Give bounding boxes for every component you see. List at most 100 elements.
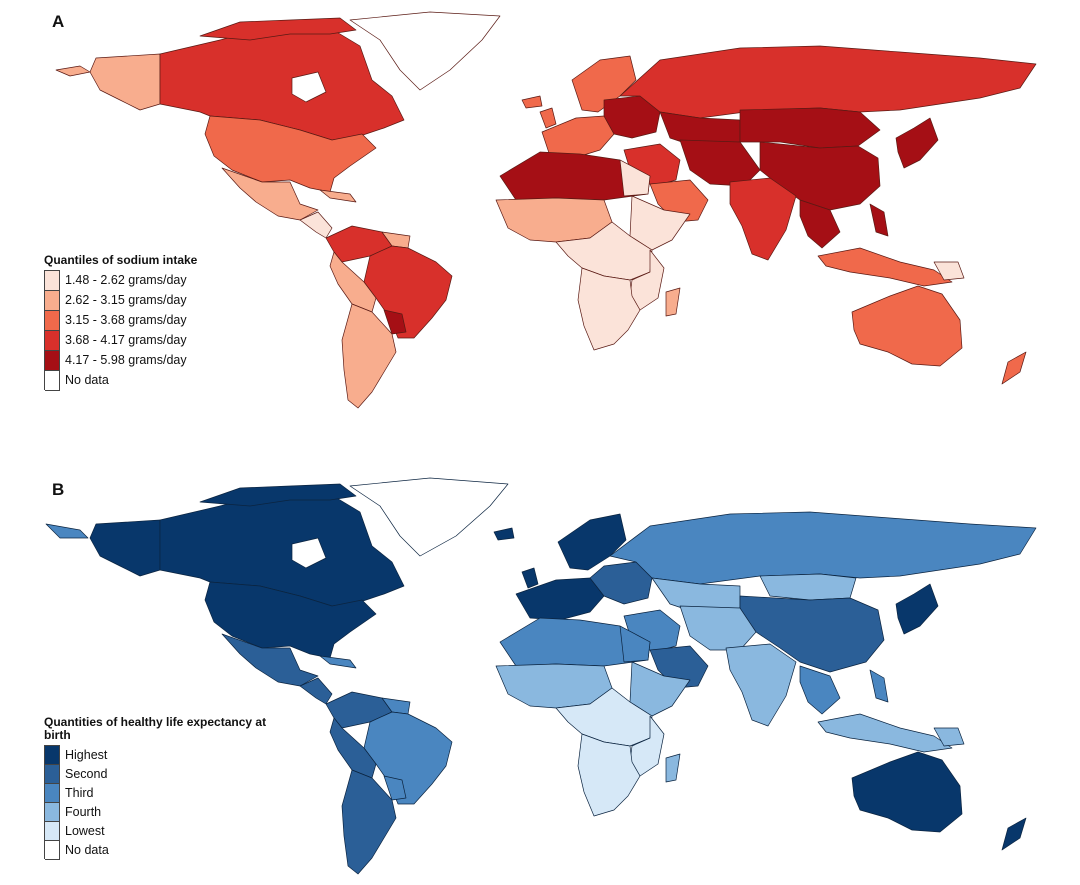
region-canadian-arctic [199,17,357,41]
region-southeast-asia [799,199,841,249]
region-new-zealand [1001,817,1027,851]
region-png [933,727,965,747]
life-expectancy-legend-title: Quantities of healthy life expectancy at… [44,715,267,742]
region-hudson-bay [291,537,327,569]
region-korea-japan [895,583,939,635]
region-greenland [349,11,501,91]
legend-swatch [45,349,60,371]
legend-row-q2: 2.62 - 3.15 grams/day [45,289,197,311]
life-expectancy-world-map [45,477,1037,875]
legend-label: 4.17 - 5.98 grams/day [65,353,187,367]
region-australia [851,751,963,833]
region-aleutians [55,65,91,77]
legend-label: 2.62 - 3.15 grams/day [65,293,187,307]
region-hudson-bay [291,71,327,103]
region-usa [204,581,377,659]
panel-b-life-expectancy-map: B Quantities of healthy life expectancy … [0,470,1080,885]
region-uk [539,107,557,129]
region-mongolia [759,573,857,601]
region-paraguay [383,775,407,801]
legend-label: No data [65,842,109,857]
region-iceland [521,95,543,109]
region-southeast-asia [799,665,841,715]
legend-swatch [45,289,60,311]
region-caribbean [319,655,357,669]
life-expectancy-legend-rows: Highest Second Third Fourth Lowest No da… [44,744,284,860]
legend-swatch [45,763,60,784]
legend-row-q5: 4.17 - 5.98 grams/day [45,349,197,371]
region-southern-cone [341,769,397,875]
region-southern-africa [577,267,641,351]
legend-label: Second [65,766,108,781]
panel-b-label: B [52,480,65,499]
region-western-europe [515,577,605,621]
region-egypt [619,625,651,663]
legend-swatch [45,269,60,291]
region-australia [851,285,963,367]
region-philippines [869,669,889,703]
legend-swatch [45,744,60,765]
legend-swatch [45,309,60,331]
legend-swatch [45,820,60,841]
region-usa [204,115,377,193]
region-korea-japan [895,117,939,169]
region-iceland [493,527,515,541]
panel-a-label: A [52,12,65,31]
legend-label: Third [65,785,94,800]
region-canada [159,27,405,141]
region-central-america [299,211,333,239]
legend-row-fourth: Fourth [45,801,284,822]
legend-row-highest: Highest [45,744,284,765]
region-central-america [299,677,333,705]
region-canadian-arctic [199,483,357,507]
region-aleutians [45,523,89,539]
region-alaska [89,53,161,111]
region-greenland [349,477,509,557]
legend-swatch [45,369,60,391]
region-india [729,177,797,261]
region-southern-africa [577,733,641,817]
legend-row-nodata: No data [45,369,197,391]
sodium-legend: Quantiles of sodium intake 1.48 - 2.62 g… [44,253,198,391]
region-scandinavia [571,55,637,113]
region-scandinavia [557,513,627,571]
region-philippines [869,203,889,237]
region-arabia [649,179,709,223]
region-india [725,643,797,727]
region-mexico [221,633,319,687]
legend-label: Highest [65,747,108,762]
legend-row-nodata: No data [45,839,284,860]
region-uk [521,567,539,589]
legend-label: Fourth [65,804,102,819]
legend-label: 3.15 - 3.68 grams/day [65,313,187,327]
region-alaska [89,519,161,577]
legend-label: 1.48 - 2.62 grams/day [65,273,187,287]
region-paraguay [383,309,407,335]
sodium-legend-title: Quantiles of sodium intake [44,253,198,267]
legend-row-second: Second [45,763,284,784]
region-central-asia [679,139,761,187]
region-new-zealand [1001,351,1027,385]
region-canada [159,493,405,607]
legend-label: No data [65,373,109,387]
region-arabia [649,645,709,689]
legend-row-lowest: Lowest [45,820,284,841]
legend-row-q3: 3.15 - 3.68 grams/day [45,309,197,331]
sodium-legend-rows: 1.48 - 2.62 grams/day 2.62 - 3.15 grams/… [44,269,197,391]
region-southern-cone [341,303,397,409]
region-madagascar [665,753,681,783]
legend-row-q4: 3.68 - 4.17 grams/day [45,329,197,351]
legend-label: 3.68 - 4.17 grams/day [65,333,187,347]
legend-label: Lowest [65,823,105,838]
region-madagascar [665,287,681,317]
region-russia [609,511,1037,585]
region-caribbean [319,189,357,203]
panel-a-sodium-map: A Quantiles of sodium intake 1.48 - 2.62… [0,0,1080,440]
region-egypt [619,159,651,197]
region-mexico [221,167,319,221]
region-indonesia [817,713,953,753]
life-expectancy-legend: Quantities of healthy life expectancy at… [44,715,284,860]
legend-row-q1: 1.48 - 2.62 grams/day [45,269,197,291]
legend-row-third: Third [45,782,284,803]
region-russia [619,45,1037,119]
